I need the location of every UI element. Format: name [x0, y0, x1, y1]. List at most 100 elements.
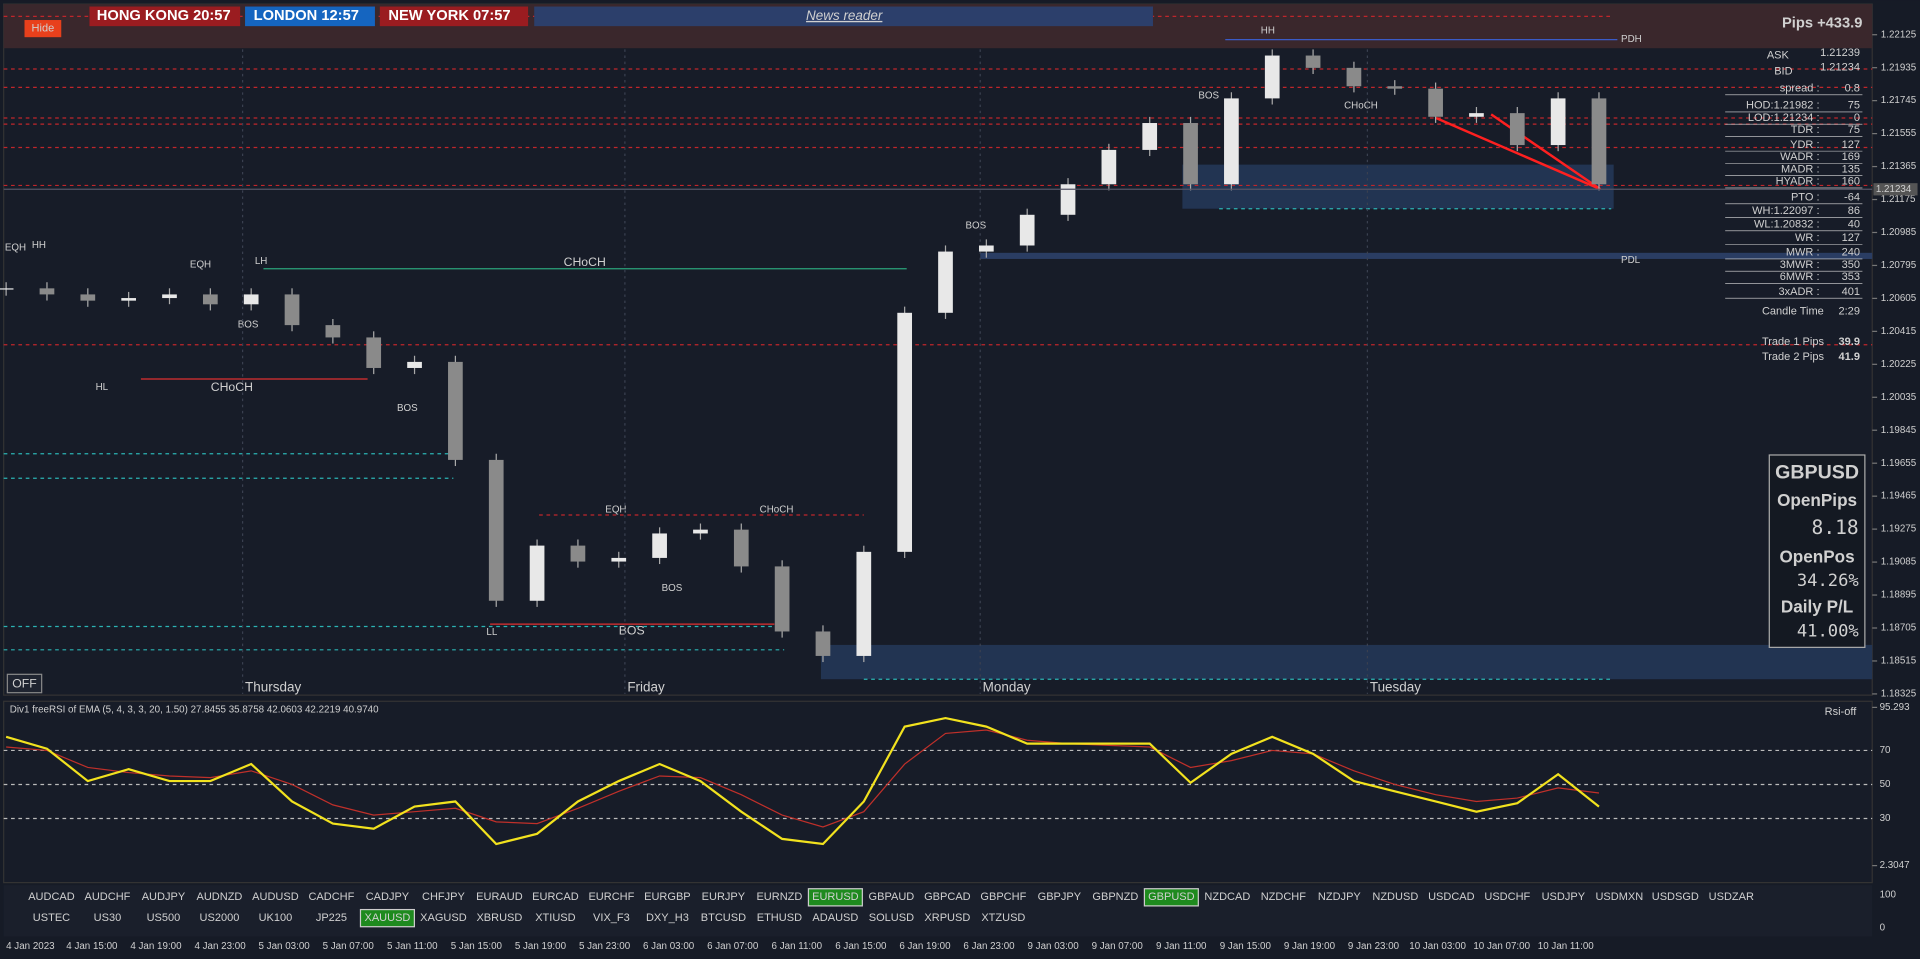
symbol-button[interactable]: XRPUSD — [924, 912, 970, 924]
symbol-button[interactable]: CADCHF — [308, 891, 354, 903]
annotation: BOS — [1198, 91, 1219, 102]
info-label: 3MWR : — [1780, 259, 1820, 271]
symbol-button[interactable]: BTCUSD — [701, 912, 746, 924]
symbol-button[interactable]: XAGUSD — [420, 912, 467, 924]
symbol-button[interactable]: AUDCHF — [85, 891, 131, 903]
symbol-button[interactable]: XBRUSD — [476, 912, 522, 924]
symbol-button[interactable]: USTEC — [33, 912, 70, 924]
annotation: HH — [32, 240, 46, 251]
symbol-button[interactable]: USDCHF — [1484, 891, 1530, 903]
symbol-button[interactable]: XAUUSD — [364, 912, 410, 924]
hide-label[interactable]: Hide — [32, 23, 55, 35]
symbol-button[interactable]: EURGBP — [644, 891, 691, 903]
candle — [652, 533, 667, 558]
time-label: 6 Jan 11:00 — [772, 941, 823, 952]
symbol-button[interactable]: US2000 — [200, 912, 240, 924]
symbol-button[interactable]: GBPNZD — [1092, 891, 1138, 903]
clock: LONDON 12:57 — [254, 8, 359, 24]
symbol-button[interactable]: US500 — [147, 912, 181, 924]
hide-button[interactable] — [24, 20, 62, 38]
info-value: 41.9 — [1839, 351, 1860, 363]
symbol-button[interactable]: US30 — [94, 912, 122, 924]
y-tick-label: 70 — [1880, 745, 1891, 756]
symbol-button[interactable]: ETHUSD — [757, 912, 802, 924]
symbol-button[interactable]: NZDCHF — [1261, 891, 1307, 903]
y-tick-label: 1.21555 — [1881, 128, 1917, 139]
symbol-button[interactable]: USDCAD — [1428, 891, 1475, 903]
annotation: PDL — [1621, 255, 1641, 266]
info-label: 6MWR : — [1780, 271, 1820, 283]
symbol-button[interactable]: XTIUSD — [535, 912, 575, 924]
day-label: Tuesday — [1370, 679, 1421, 694]
clock-box — [379, 6, 529, 27]
symbol-button[interactable]: EURCHF — [588, 891, 634, 903]
symbol-button[interactable]: USDMXN — [1595, 891, 1643, 903]
news-bar[interactable] — [534, 6, 1153, 27]
symbol-button[interactable]: AUDJPY — [142, 891, 186, 903]
symbol-button[interactable]: GBPCHF — [980, 891, 1026, 903]
symbol-button-active[interactable] — [807, 888, 863, 907]
symbol-button[interactable]: GBPJPY — [1038, 891, 1082, 903]
symbol-button[interactable]: NZDCAD — [1204, 891, 1250, 903]
symbol-button[interactable]: ADAUSD — [812, 912, 858, 924]
info-value: 39.9 — [1839, 336, 1860, 348]
symbol-button[interactable]: EURNZD — [756, 891, 802, 903]
symbol-button[interactable]: EURJPY — [702, 891, 746, 903]
rsi-title: Div1 freeRSI of EMA (5, 4, 3, 3, 20, 1.5… — [10, 704, 379, 715]
symbol-button[interactable]: GBPCAD — [924, 891, 971, 903]
symbol-button[interactable]: USDJPY — [1542, 891, 1586, 903]
candle — [202, 294, 218, 305]
time-label: 6 Jan 23:00 — [963, 941, 1015, 952]
info-label: HYADR : — [1776, 176, 1820, 188]
symbol-button[interactable]: GBPAUD — [869, 891, 915, 903]
symbol-button[interactable]: CADJPY — [366, 891, 410, 903]
symbol-button[interactable]: GBPUSD — [1148, 891, 1195, 903]
off-label[interactable]: OFF — [12, 676, 37, 690]
summary-symbol: GBPUSD — [1775, 462, 1859, 484]
annotation: EQH — [190, 260, 211, 271]
symbol-button[interactable]: CHFJPY — [422, 891, 465, 903]
y-tick-label: 1.19845 — [1881, 425, 1917, 436]
symbol-button[interactable]: NZDUSD — [1372, 891, 1418, 903]
symbol-button[interactable]: USDZAR — [1709, 891, 1754, 903]
time-label: 10 Jan 03:00 — [1409, 941, 1466, 952]
rsi-status: Rsi-off — [1825, 706, 1858, 718]
symbol-button[interactable]: AUDCAD — [28, 891, 75, 903]
symbol-button[interactable]: AUDNZD — [196, 891, 242, 903]
symbol-button[interactable]: VIX_F3 — [593, 912, 630, 924]
annotation: HH — [1261, 26, 1275, 37]
annotation: HL — [96, 382, 109, 393]
symbol-button[interactable]: EURAUD — [476, 891, 523, 903]
summary-label: Daily P/L — [1781, 597, 1853, 617]
symbol-button-active[interactable] — [1143, 888, 1199, 907]
y-tick-label: 1.21745 — [1881, 95, 1917, 106]
symbol-button[interactable]: NZDJPY — [1318, 891, 1361, 903]
info-label: LOD:1.21234 : — [1748, 112, 1820, 124]
time-label: 10 Jan 11:00 — [1538, 941, 1594, 952]
symbol-button[interactable]: EURCAD — [532, 891, 579, 903]
y-tick-label: 1.20225 — [1881, 359, 1917, 370]
symbol-button[interactable]: DXY_H3 — [646, 912, 689, 924]
symbol-button[interactable]: XTZUSD — [981, 912, 1025, 924]
symbol-button[interactable]: SOLUSD — [869, 912, 914, 924]
symbol-button[interactable]: USDSGD — [1652, 891, 1699, 903]
y-tick-label: 1.18705 — [1881, 623, 1917, 634]
symbol-button[interactable]: JP225 — [316, 912, 347, 924]
time-label: 4 Jan 19:00 — [130, 941, 182, 952]
news-reader[interactable]: News reader — [806, 8, 883, 23]
scale-label: 100 — [1880, 889, 1897, 900]
info-value: 169 — [1842, 151, 1860, 163]
info-value: 160 — [1842, 176, 1860, 188]
symbol-button[interactable]: AUDUSD — [252, 891, 299, 903]
info-value: 0 — [1854, 112, 1860, 124]
rsi-line — [6, 729, 1600, 828]
summary-label: OpenPips — [1777, 490, 1857, 510]
y-tick-label: 30 — [1880, 813, 1891, 824]
annotation: LH — [255, 256, 268, 267]
off-button[interactable] — [6, 673, 43, 694]
symbol-button[interactable]: EURUSD — [812, 891, 859, 903]
symbol-button-active[interactable] — [359, 908, 415, 928]
symbol-button[interactable]: UK100 — [259, 912, 293, 924]
levels — [3, 15, 1873, 516]
